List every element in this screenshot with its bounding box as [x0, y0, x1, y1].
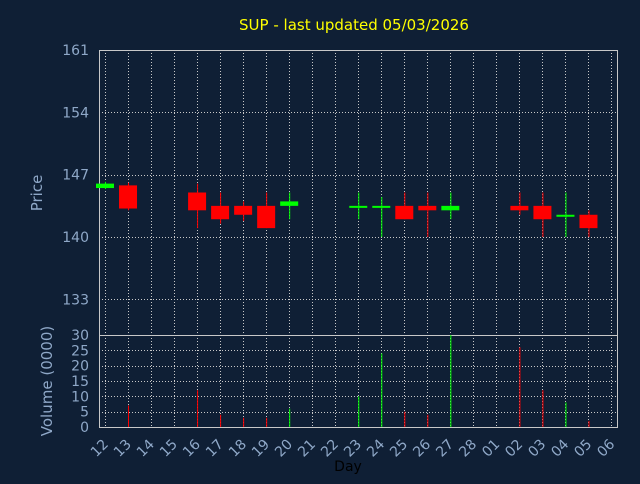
candle-25: [395, 192, 414, 220]
chart-title: SUP - last updated 05/03/2026: [239, 16, 469, 34]
x-tick-label: 27: [433, 437, 457, 461]
x-tick-label: 22: [318, 437, 342, 461]
candle-body: [395, 205, 414, 220]
candle-body: [188, 192, 207, 211]
x-tick-label: 28: [456, 437, 480, 461]
candle-body: [441, 205, 460, 211]
candle-27: [441, 192, 460, 220]
candle-12: [96, 181, 114, 189]
candle-23: [349, 192, 368, 220]
price-tick-labels: 161 154 147 140 133: [62, 43, 89, 308]
candle-body: [556, 214, 575, 217]
x-axis-label: Day: [334, 459, 362, 475]
x-tick-label: 17: [203, 437, 227, 461]
candle-body: [372, 205, 391, 208]
candle-18: [234, 201, 253, 221]
candle-17: [211, 192, 230, 224]
x-tick-label: 14: [134, 436, 158, 460]
volume-tick-label: 20: [71, 359, 89, 375]
candles: [96, 181, 598, 238]
candle-03: [533, 192, 552, 238]
candle-body: [211, 205, 230, 220]
volume-grid: [99, 335, 617, 428]
x-tick-label: 18: [226, 437, 250, 461]
x-tick-label: 15: [157, 437, 181, 461]
x-tick-label: 05: [571, 437, 595, 461]
volume-tick-label: 30: [71, 328, 89, 344]
candle-02: [510, 192, 529, 215]
x-tick-label: 04: [548, 436, 572, 460]
price-tick-label: 133: [62, 292, 89, 308]
volume-tick-label: 25: [71, 343, 89, 359]
x-tick-label: 23: [341, 437, 365, 461]
x-tick-label: 25: [387, 437, 411, 461]
candle-body: [510, 205, 529, 211]
candle-body: [579, 214, 598, 229]
volume-panel-frame: [99, 335, 618, 428]
volume-tick-label: 15: [71, 374, 89, 390]
x-tick-label: 20: [272, 437, 296, 461]
x-tick-labels: 12 13 14 15 16 17 18 19 20 21 22 23 24 25 26 27 28 01 02 03…: [88, 436, 618, 460]
volume-axis-label: Volume (0000): [38, 326, 56, 436]
volume-tick-label: 10: [71, 389, 89, 405]
x-tick-label: 19: [249, 437, 273, 461]
x-tick-label: 13: [111, 437, 135, 461]
x-tick-label: 02: [502, 437, 526, 461]
volume-frame-rect: [99, 335, 618, 428]
x-tick-label: 03: [525, 437, 549, 461]
price-axis-label: Price: [28, 175, 46, 212]
candle-16: [188, 183, 207, 229]
price-tick-label: 147: [62, 168, 89, 184]
price-tick-label: 140: [62, 230, 89, 246]
candle-body: [257, 205, 276, 229]
x-tick-label: 06: [594, 436, 618, 460]
volume-bars: [128, 335, 590, 427]
price-grid: [99, 50, 617, 335]
candle-body: [418, 205, 437, 211]
x-tick-label: 12: [88, 437, 112, 461]
candle-19: [257, 192, 276, 229]
x-tick-label: 24: [364, 436, 388, 460]
candle-05: [579, 210, 598, 238]
volume-tick-label: 0: [80, 420, 89, 436]
candle-body: [119, 185, 138, 209]
candle-26: [418, 192, 437, 238]
candle-body: [234, 205, 253, 215]
price-tick-label: 161: [62, 43, 89, 59]
candle-body: [349, 205, 368, 208]
x-tick-label: 21: [295, 437, 319, 461]
x-tick-label: 26: [410, 436, 434, 460]
candle-04: [556, 192, 575, 238]
candle-body: [280, 201, 299, 206]
candle-13: [119, 182, 138, 211]
candle-body: [533, 205, 552, 220]
volume-tick-label: 5: [80, 405, 89, 421]
price-tick-label: 154: [62, 105, 89, 121]
x-tick-label: 01: [479, 437, 503, 461]
candle-24: [372, 196, 391, 238]
candle-body: [96, 183, 114, 189]
x-tick-label: 16: [180, 436, 204, 460]
candle-20: [280, 192, 299, 220]
